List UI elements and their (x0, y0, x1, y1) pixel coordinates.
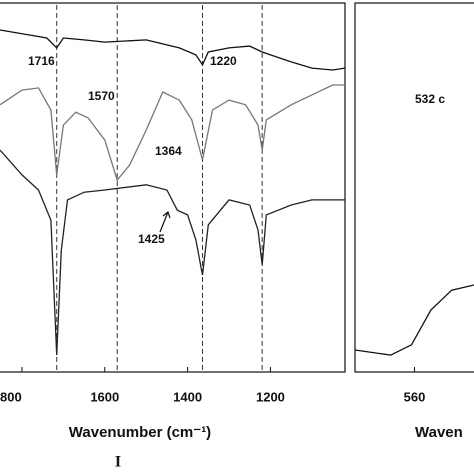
annotation: 1364 (155, 144, 182, 158)
x-axis-label: Waven (415, 424, 463, 441)
annotation: 1220 (210, 54, 237, 68)
x-tick-label: 560 (404, 389, 426, 404)
annotation-arrow (159, 210, 171, 233)
spectrum-line (355, 284, 474, 356)
spectrum-line (0, 149, 345, 356)
left-panel (0, 2, 346, 373)
annotation: 532 c (415, 92, 445, 106)
annotation: 1425 (138, 232, 165, 246)
spectrum-line (0, 84, 345, 182)
right-panel (354, 2, 474, 373)
spectrum-line (0, 29, 345, 71)
annotation: 1716 (28, 54, 55, 68)
x-tick-label: 1400 (173, 389, 202, 404)
chart-title: I (115, 454, 121, 471)
x-tick-label: 1600 (90, 389, 119, 404)
x-tick-label: 800 (0, 389, 22, 404)
annotation: 1570 (88, 89, 115, 103)
x-tick-label: 1200 (256, 389, 285, 404)
x-axis-label: Wavenumber (cm⁻¹) (69, 424, 211, 441)
